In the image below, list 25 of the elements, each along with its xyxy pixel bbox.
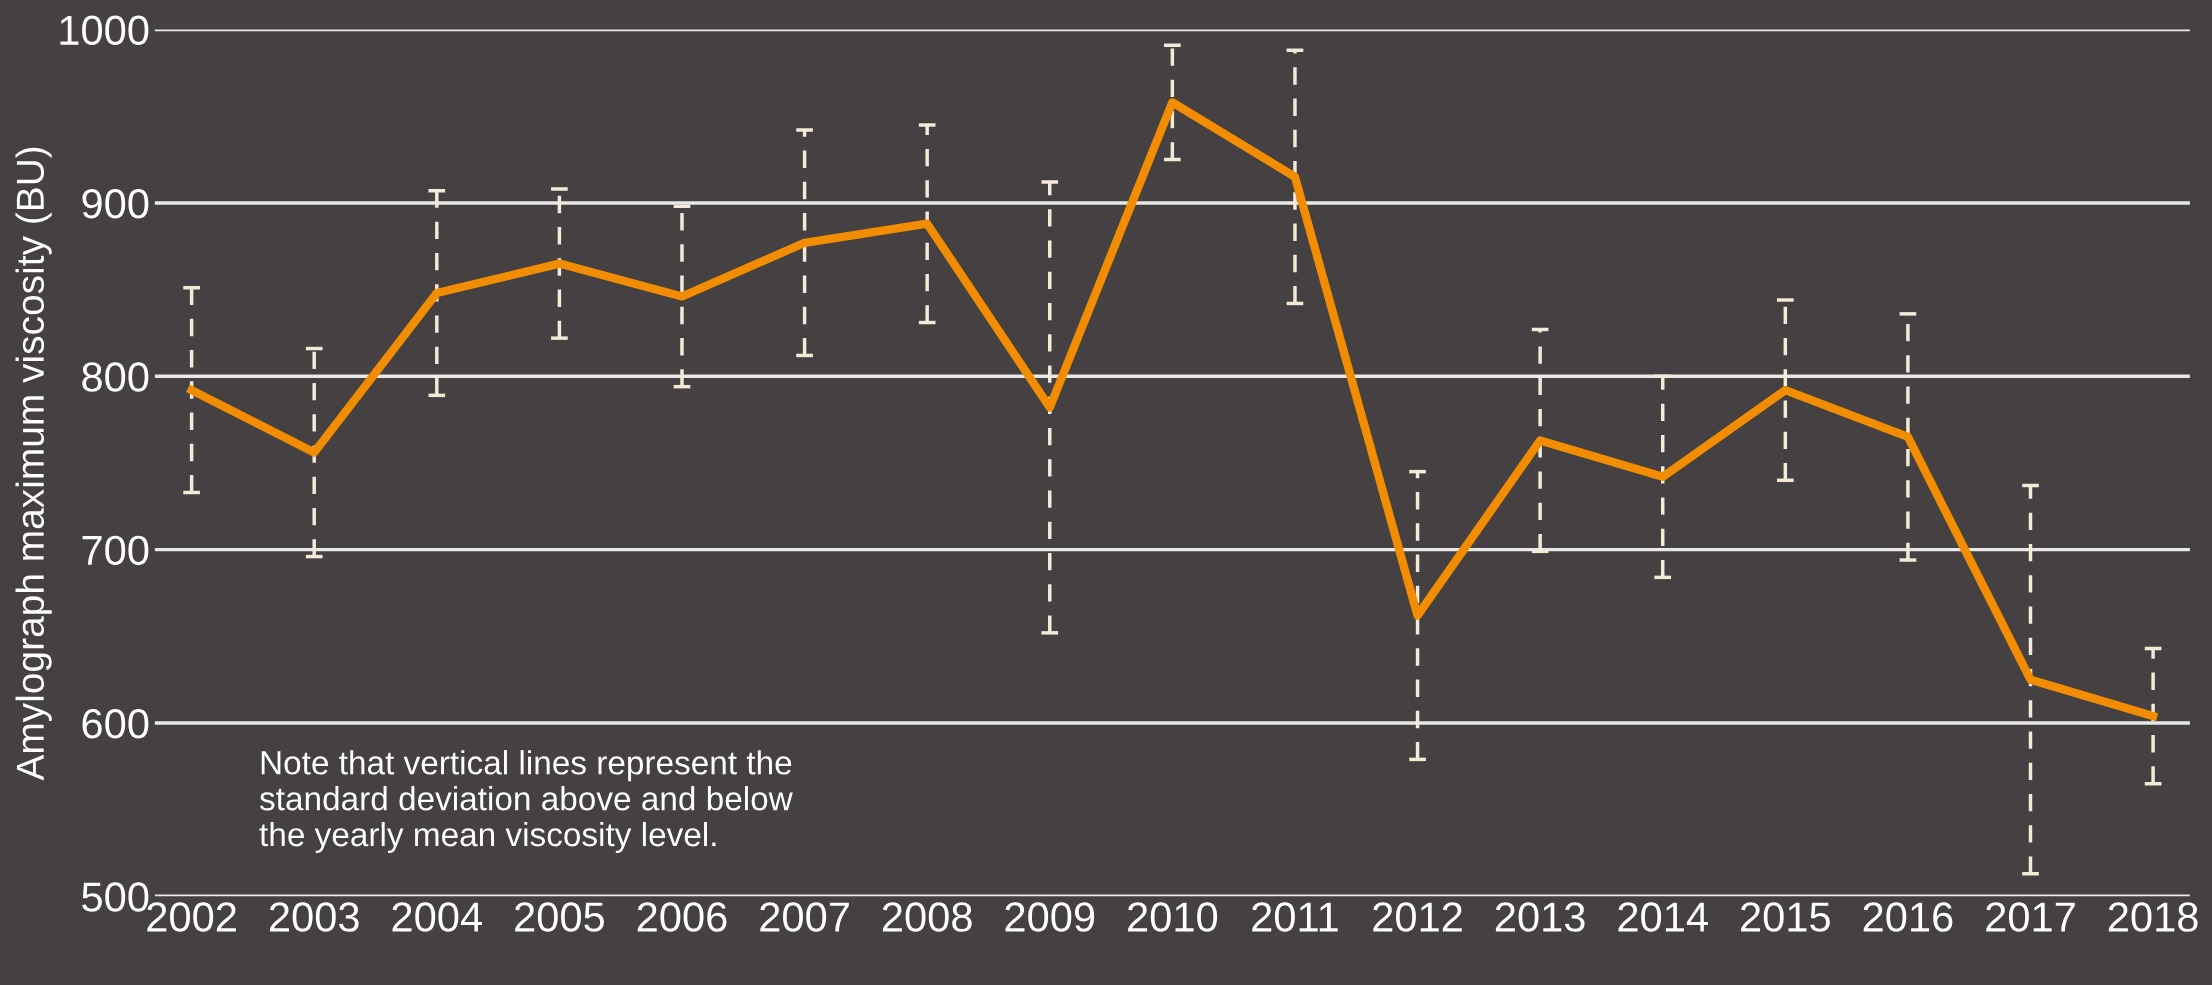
x-tick-label: 2002 [147, 902, 236, 932]
x-tick-label: 2010 [1128, 902, 1218, 932]
y-tick-label: 1000 [60, 15, 149, 46]
x-tick-label: 2006 [637, 902, 727, 932]
x-tick-label: 2015 [1741, 902, 1830, 932]
y-tick-label: 800 [82, 362, 149, 392]
y-tick-label: 900 [82, 188, 149, 219]
x-tick-label: 2007 [760, 902, 849, 932]
y-tick-label: 700 [82, 535, 149, 566]
y-tick-label: 600 [82, 708, 149, 739]
x-tick-label: 2017 [1986, 902, 2075, 932]
annotation: Note that vertical lines represent the standard deviation above and below the yearly mean viscosity level. [259, 750, 793, 854]
x-tick-label: 2013 [1495, 902, 1585, 932]
x-tick-label: 2012 [1373, 902, 1462, 932]
x-tick-label: 2011 [1252, 902, 1338, 932]
x-tick-label: 2014 [1618, 902, 1708, 932]
y-axis-title: Amylograph maximum viscosity (BU) [15, 147, 52, 781]
x-tick-label: 2018 [2108, 902, 2198, 932]
x-tick-label: 2008 [882, 902, 972, 932]
x-tick-label: 2009 [1005, 902, 1095, 932]
x-tick-label: 2003 [269, 902, 359, 932]
x-tick-label: 2005 [515, 902, 604, 932]
x-tick-label: 2004 [392, 902, 482, 932]
x-tick-label: 2016 [1863, 902, 1953, 932]
y-tick-label: 500 [82, 882, 149, 912]
